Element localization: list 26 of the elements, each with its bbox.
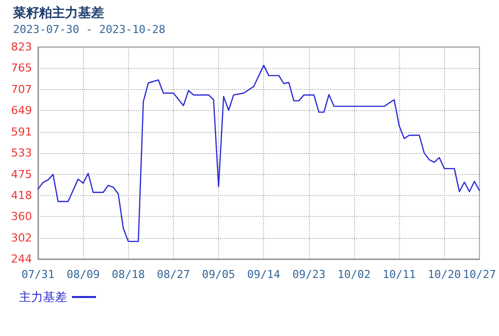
y-tick-label: 533 (11, 146, 32, 160)
x-tick-label: 08/09 (66, 268, 100, 281)
y-tick-label: 360 (11, 210, 32, 224)
chart-subtitle: 2023-07-30 - 2023-10-28 (13, 23, 166, 36)
y-tick-label: 244 (11, 252, 32, 266)
y-tick-label: 475 (11, 168, 32, 181)
x-tick-label: 09/05 (202, 268, 236, 281)
line-series (37, 64, 480, 242)
y-tick-label: 302 (11, 231, 32, 244)
x-tick-label: 10/27 (462, 268, 496, 281)
x-tick-label: 09/14 (247, 268, 281, 281)
x-tick-label: 07/31 (21, 268, 55, 281)
x-tick-label: 10/11 (382, 268, 416, 281)
x-tick-label: 08/27 (156, 268, 190, 281)
x-tick-label: 08/18 (112, 268, 145, 281)
x-tick-label: 10/20 (428, 268, 461, 281)
y-tick-label: 707 (11, 82, 32, 96)
chart-title: 菜籽粕主力基差 (12, 5, 104, 21)
legend-label: 主力基差 (19, 290, 67, 304)
y-tick-label: 649 (11, 104, 32, 118)
x-tick-label: 10/02 (337, 268, 371, 281)
y-tick-label: 823 (11, 40, 32, 54)
x-tick-label: 09/23 (292, 268, 326, 281)
y-tick-label: 591 (11, 125, 32, 138)
y-tick-label: 765 (11, 62, 32, 75)
y-tick-label: 418 (11, 188, 32, 202)
